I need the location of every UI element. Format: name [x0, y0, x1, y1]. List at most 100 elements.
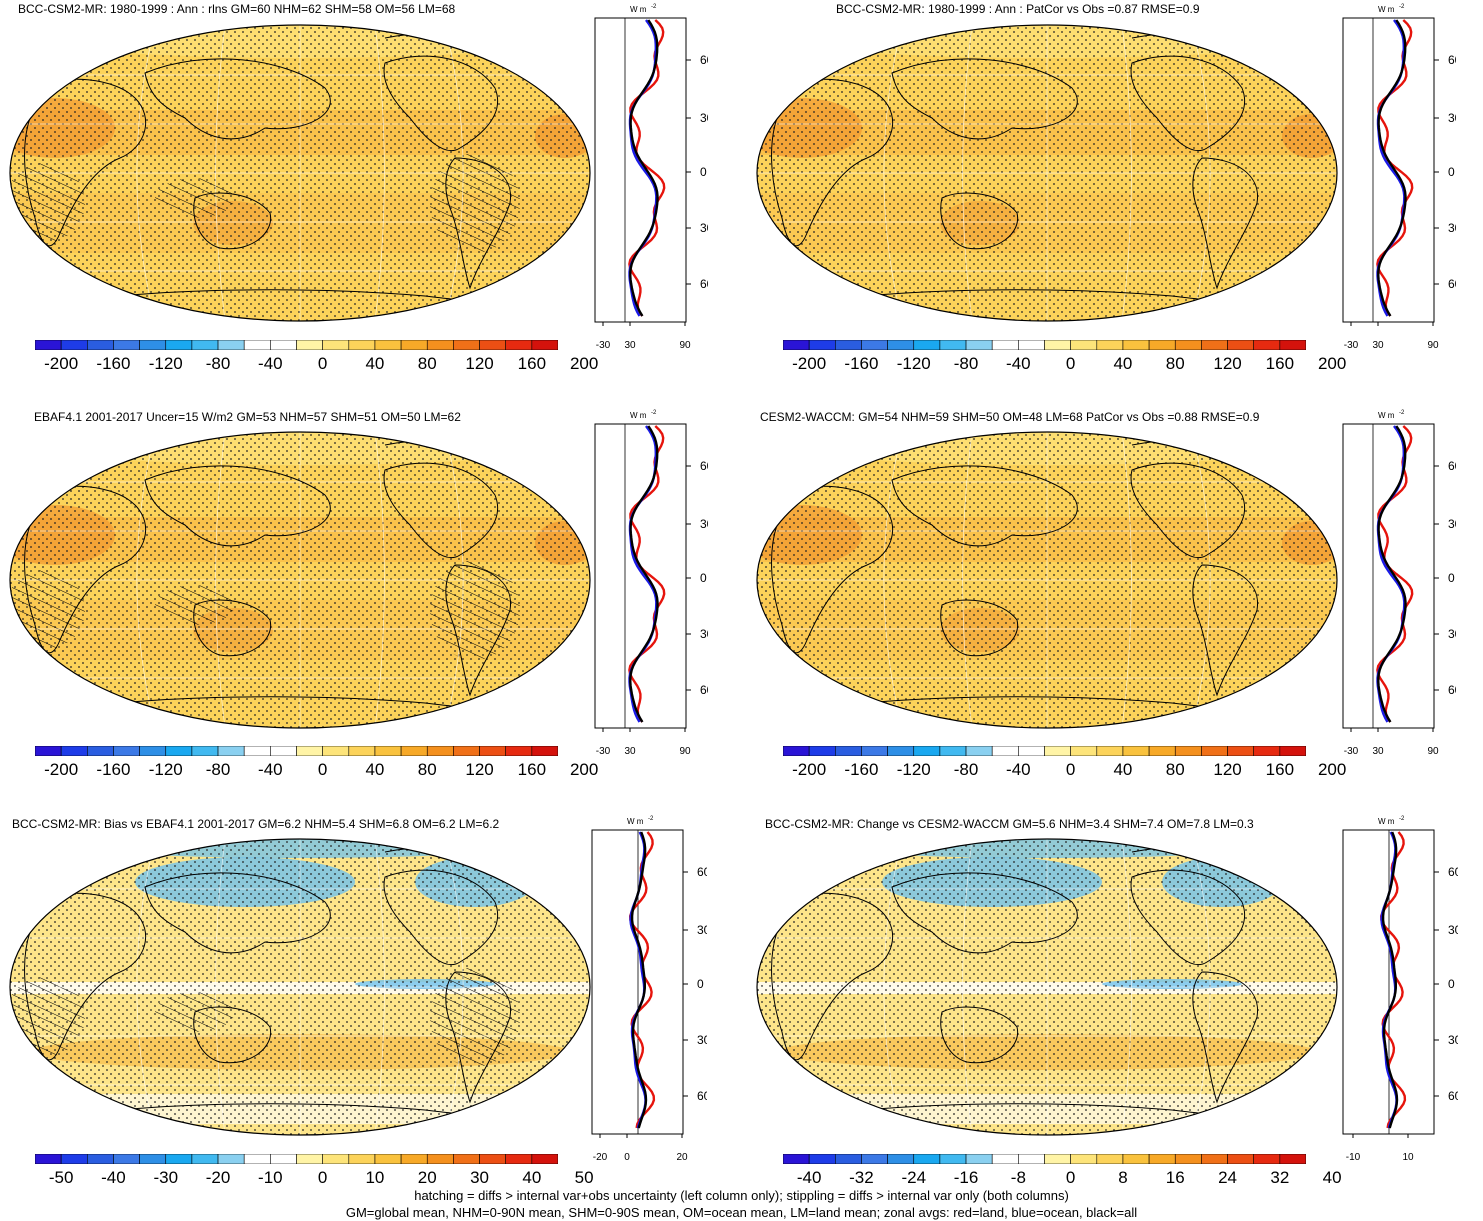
zonal-lat-label: 30S [700, 627, 708, 641]
colorbar-swatch [426, 746, 454, 756]
colorbar-tick-label: -40 [101, 1168, 126, 1187]
zonal-lat-label: 30S [1448, 1033, 1458, 1047]
colorbar-tick-label: 0 [317, 760, 328, 779]
graticule-longitude [1121, 25, 1132, 321]
colorbar-tick-label: -120 [148, 760, 183, 779]
colorbar-swatch [453, 340, 480, 350]
zonal-lat-label: 0 [700, 571, 707, 585]
colorbar-swatch [217, 746, 245, 756]
colorbar-swatch [939, 1154, 967, 1164]
colorbar-swatch [991, 1154, 1019, 1164]
zonal-lat-label: 30S [700, 221, 708, 235]
colorbar-tick-label: -16 [953, 1168, 979, 1187]
colorbar-swatch [531, 1154, 558, 1164]
colorbar-tick-label: -120 [896, 760, 931, 779]
graticule-longitude [136, 432, 156, 728]
coastline [383, 869, 499, 966]
zonal-curve-all [1377, 425, 1407, 723]
colorbar-swatch [965, 746, 993, 756]
coastline [1130, 869, 1246, 966]
graticule-longitude [136, 839, 156, 1135]
colorbar-swatch [1253, 1154, 1281, 1164]
coastline [445, 157, 511, 290]
coastline [24, 892, 147, 1061]
colorbar-swatch [887, 1154, 915, 1164]
colorbar-swatch [243, 340, 271, 350]
colorbar-swatch [965, 1154, 993, 1164]
colorbar-swatch [1174, 746, 1202, 756]
coastline [1130, 55, 1246, 152]
colorbar-tick-label: 160 [517, 760, 547, 779]
coastline [144, 872, 331, 954]
zonal-average-plot: W m -2 60N 30N 0 30S 60S -20 0 20 [591, 816, 707, 1163]
colorbar-swatch [479, 746, 506, 756]
colorbar [35, 746, 558, 756]
colorbar-swatch [913, 340, 941, 350]
graticule-longitude [1121, 839, 1132, 1135]
colorbar-tick-label: -160 [96, 354, 131, 373]
coastline [1130, 462, 1246, 559]
footer-note-legend: GM=global mean, NHM=0-90N mean, SHM=0-90… [345, 1205, 1138, 1220]
zonal-frame [1342, 829, 1435, 1135]
colorbar-tick-label: -200 [792, 354, 827, 373]
colorbar-swatch [1227, 746, 1254, 756]
map-outline [9, 431, 591, 729]
colorbar-swatch [1070, 340, 1098, 350]
colorbar-tick-label: -160 [844, 760, 879, 779]
zonal-lat-label: 30N [697, 923, 707, 937]
zonal-lat-label: 60N [697, 865, 707, 879]
coastline [383, 55, 499, 152]
colorbar-tick-label: -200 [44, 354, 79, 373]
zonal-lat-label: 30N [1448, 517, 1456, 531]
zonal-x-label: 20 [676, 1152, 688, 1163]
colorbar-swatch [139, 340, 167, 350]
zonal-curve-all [630, 831, 648, 1129]
colorbar-tick-label: 0 [317, 354, 328, 373]
colorbar-swatch [296, 340, 323, 350]
colorbar-swatch [1201, 340, 1228, 350]
zonal-lat-label: 60N [700, 459, 708, 473]
colorbar-tick-label: 80 [1165, 760, 1185, 779]
zonal-lat-label: 30N [1448, 923, 1458, 937]
colorbar-swatch [426, 340, 454, 350]
zonal-x-label: 90 [1427, 340, 1439, 350]
colorbar-swatch [505, 1154, 533, 1164]
zonal-x-label: -30 [596, 340, 611, 350]
colorbar-swatch [834, 746, 862, 756]
colorbar-tick-label: 50 [574, 1168, 594, 1187]
map-outline [756, 838, 1338, 1136]
colorbar-swatch [86, 746, 114, 756]
colorbar-tick-label: 40 [1322, 1168, 1342, 1187]
colorbar-swatch [191, 340, 219, 350]
graticule-longitude [374, 432, 385, 728]
panel-title: EBAF4.1 2001-2017 Uncer=15 W/m2 GM=53 NH… [34, 410, 461, 424]
colorbar-swatch [113, 340, 140, 350]
zonal-lat-label: 60N [1448, 865, 1458, 879]
world-map [9, 24, 591, 322]
colorbar-swatch [1279, 1154, 1306, 1164]
zonal-x-label: 90 [679, 340, 691, 350]
coastline [1192, 971, 1258, 1104]
colorbar-swatch [322, 746, 350, 756]
colorbar-swatch [479, 340, 506, 350]
colorbar-tick-label: -10 [258, 1168, 283, 1187]
colorbar-tick-label: -20 [205, 1168, 231, 1187]
zonal-x-label: -10 [1346, 1152, 1361, 1163]
colorbar-tick-label: -80 [205, 354, 231, 373]
colorbar-swatch [1279, 746, 1306, 756]
coastline [24, 485, 147, 654]
zonal-x-label: 30 [1372, 746, 1384, 756]
colorbar-swatch [165, 340, 193, 350]
colorbar-tick-label: 24 [1218, 1168, 1238, 1187]
colorbar-swatch [374, 340, 402, 350]
zonal-average-plot: W m -2 60N 30N 0 30S 60S -10 10 [1342, 816, 1458, 1163]
colorbar-tick-label: 0 [1065, 1168, 1076, 1187]
colorbar-swatch [243, 746, 271, 756]
colorbar-swatch [887, 746, 915, 756]
colorbar-swatch [453, 746, 480, 756]
colorbar-tick-label: 40 [365, 760, 385, 779]
graticule-longitude [444, 432, 464, 728]
colorbar-tick-label: -40 [796, 1168, 822, 1187]
colorbar-swatch [939, 340, 967, 350]
coastline [445, 971, 511, 1104]
